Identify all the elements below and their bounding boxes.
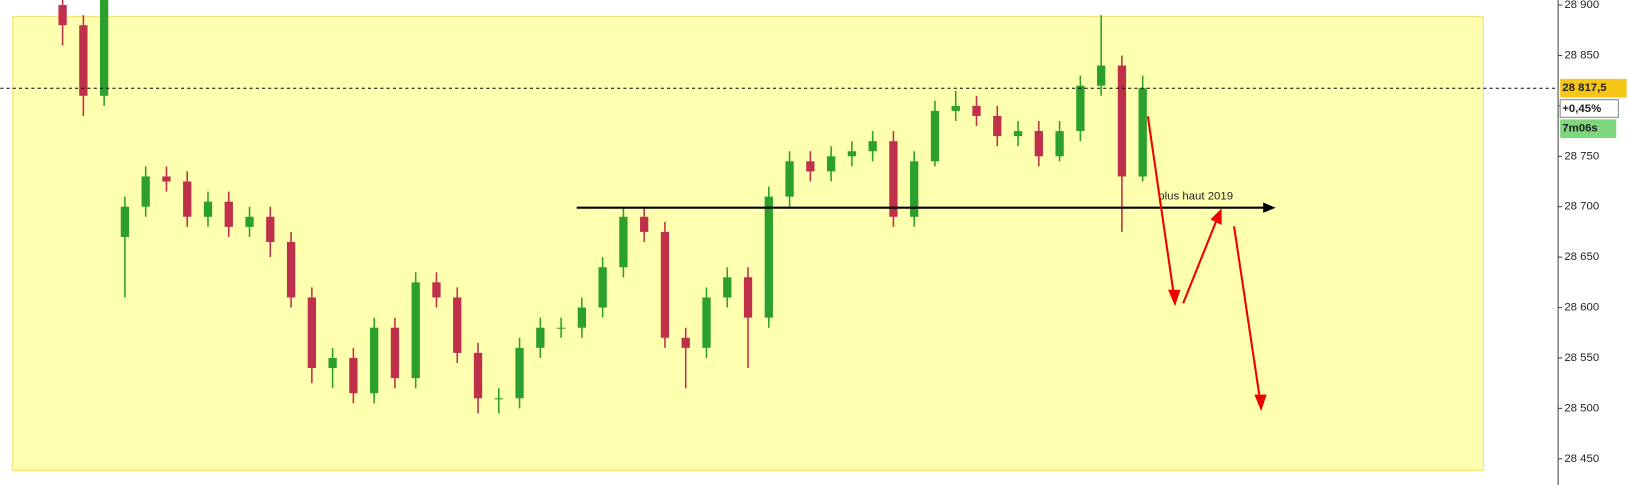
candle-body [764,196,773,318]
candle-body [743,277,753,318]
y-tick-label: 28 550 [1564,352,1599,364]
candle-body [951,105,960,111]
y-tick-label: 28 750 [1564,150,1599,162]
candle-body [868,141,877,152]
candle-body [1076,85,1085,132]
candle-body [245,216,254,227]
candle-body [307,297,316,369]
y-tick-label: 28 700 [1564,201,1599,213]
candle-body [930,110,940,162]
candle-body [141,176,150,207]
candle-body [993,115,1002,137]
candle-body [203,201,213,217]
candle-body [910,161,919,217]
candle-body [473,352,483,399]
price-box [1560,78,1627,98]
candle-body [1034,131,1043,157]
candle-body [972,105,981,116]
candle-body [785,161,794,197]
candle-body [162,176,171,182]
candle-body [702,297,711,348]
arrows [1146,116,1267,412]
y-tick-label: 28 600 [1564,302,1599,314]
candle-body [58,5,67,26]
candle-body [1096,65,1106,86]
candle-body [183,181,192,217]
y-tick-label: 28 850 [1564,49,1599,61]
countdown-box [1560,119,1617,139]
y-tick-label: 28 450 [1564,453,1599,465]
candle-body [826,156,836,172]
candle-body [515,347,524,399]
candle-body [598,267,607,308]
candle-body [224,201,233,227]
candle-body [806,161,815,172]
candle-body [1117,65,1127,177]
countdown: 7m06s [1562,123,1598,135]
candle-body [660,231,670,338]
candle-body [556,327,566,329]
annotation: plus haut 2019 [1158,190,1233,202]
zone [12,16,1484,471]
candle-body [453,297,462,353]
candle-body [411,282,420,379]
candle-body [1013,131,1023,137]
candle-body [1055,131,1064,157]
candle-body [1138,88,1147,177]
candle-body [349,357,358,394]
candle-body [723,277,732,298]
arrow-head [1263,202,1276,213]
y-tick-label: 28 650 [1564,251,1599,263]
candle-body [266,216,275,242]
candle-body [99,0,109,96]
candle-body [494,398,503,400]
y-tick-label: 28 900 [1564,0,1599,11]
candle-body [390,327,400,379]
change-box [1559,99,1619,118]
candle-body [328,357,337,369]
candle-body [681,337,690,348]
candle-body [577,307,587,328]
y-tick-label: 28 500 [1564,402,1599,414]
candle-body [79,25,88,96]
candle-body [619,216,628,268]
candle-body [889,141,898,217]
candle-body [536,327,545,348]
candle-body [640,216,649,232]
candle-body [432,282,441,298]
candle-body [286,241,296,298]
change-label: +0,45% [1562,103,1601,115]
candle-body [370,327,379,394]
candle-body [847,151,857,157]
price-label: 28 817,5 [1562,82,1607,94]
candle-body [120,206,130,237]
